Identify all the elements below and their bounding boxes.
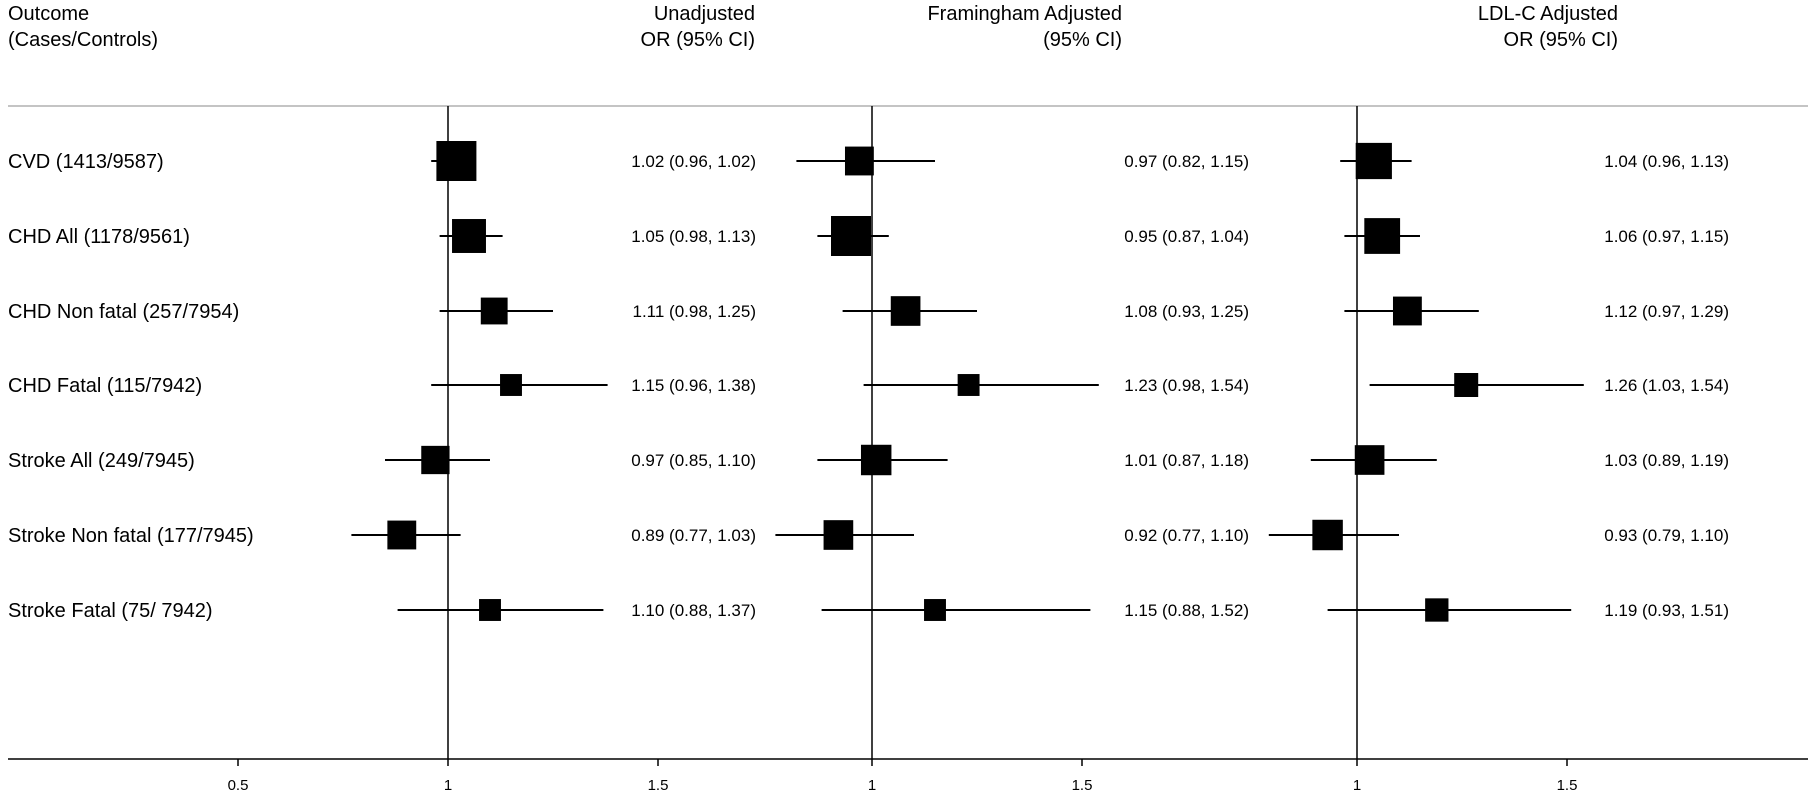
or-ci-label: 1.05 (0.98, 1.13) <box>631 227 756 246</box>
or-ci-label: 1.06 (0.97, 1.15) <box>1604 227 1729 246</box>
or-ci-label: 1.15 (0.88, 1.52) <box>1124 601 1249 620</box>
panel-header-line2: (95% CI) <box>1043 29 1122 51</box>
or-marker <box>1354 445 1385 475</box>
or-marker <box>860 444 892 476</box>
x-tick-label: 1.5 <box>648 777 669 794</box>
outcome-header-line2: (Cases/Controls) <box>8 29 158 51</box>
or-ci-label: 1.01 (0.87, 1.18) <box>1124 451 1249 470</box>
or-marker <box>480 297 508 325</box>
or-marker <box>844 146 874 176</box>
or-ci-label: 1.15 (0.96, 1.38) <box>631 376 756 395</box>
outcome-label: Stroke All (249/7945) <box>8 450 195 472</box>
x-tick-label: 1 <box>868 777 876 794</box>
or-ci-label: 0.89 (0.77, 1.03) <box>631 526 756 545</box>
or-marker <box>387 520 417 550</box>
or-marker <box>421 445 450 475</box>
or-ci-label: 1.04 (0.96, 1.13) <box>1604 152 1729 171</box>
or-ci-label: 1.10 (0.88, 1.37) <box>631 601 756 620</box>
panel-header-line1: Unadjusted <box>654 3 755 25</box>
or-ci-label: 1.23 (0.98, 1.54) <box>1124 376 1249 395</box>
x-tick-label: 0.5 <box>228 777 249 794</box>
or-ci-label: 0.92 (0.77, 1.10) <box>1124 526 1249 545</box>
or-marker <box>823 520 854 550</box>
or-ci-label: 0.93 (0.79, 1.10) <box>1604 526 1729 545</box>
panel-1: Unadjusted OR (95% CI) 0.5 1 1.5 1.02 (0.96, … <box>228 3 756 794</box>
or-ci-label: 0.95 (0.87, 1.04) <box>1124 227 1249 246</box>
header: Outcome (Cases/Controls) <box>8 3 158 51</box>
or-marker <box>479 599 501 621</box>
panel-2: Framingham Adjusted (95% CI) 1 1.5 0.97 (0.8… <box>775 3 1249 794</box>
x-tick-label: 1.5 <box>1557 777 1578 794</box>
or-marker <box>452 219 486 253</box>
outcome-labels: CVD (1413/9587) CHD All (1178/9561) CHD No… <box>8 151 254 622</box>
or-ci-label: 1.03 (0.89, 1.19) <box>1604 451 1729 470</box>
or-ci-label: 1.12 (0.97, 1.29) <box>1604 302 1729 321</box>
or-ci-label: 1.08 (0.93, 1.25) <box>1124 302 1249 321</box>
or-ci-label: 1.02 (0.96, 1.02) <box>631 152 756 171</box>
or-marker <box>1425 598 1449 622</box>
or-marker <box>1454 373 1479 397</box>
outcome-label: CHD Non fatal (257/7954) <box>8 301 239 323</box>
or-marker <box>1355 142 1392 180</box>
or-marker <box>890 296 921 326</box>
x-tick-label: 1.5 <box>1072 777 1093 794</box>
or-ci-label: 0.97 (0.85, 1.10) <box>631 451 756 470</box>
panels: Unadjusted OR (95% CI) 0.5 1 1.5 1.02 (0.96, … <box>228 3 1729 794</box>
or-marker <box>500 374 522 396</box>
panel-header-line2: OR (95% CI) <box>1504 29 1618 51</box>
panel-3: LDL-C Adjusted OR (95% CI) 1 1.5 1.04 (0.96,… <box>1268 3 1729 794</box>
outcome-label: Stroke Fatal (75/ 7942) <box>8 600 213 622</box>
outcome-label: Stroke Non fatal (177/7945) <box>8 525 254 547</box>
or-marker <box>1364 218 1401 254</box>
or-marker <box>1312 519 1343 551</box>
or-marker <box>1392 296 1422 326</box>
or-marker <box>436 141 477 181</box>
x-tick-label: 1 <box>444 777 452 794</box>
or-ci-label: 0.97 (0.82, 1.15) <box>1124 152 1249 171</box>
panel-header-line1: Framingham Adjusted <box>927 3 1122 25</box>
or-marker <box>924 599 946 621</box>
outcome-label: CHD All (1178/9561) <box>8 226 190 248</box>
or-ci-label: 1.26 (1.03, 1.54) <box>1604 376 1729 395</box>
or-marker <box>957 374 980 396</box>
x-tick-label: 1 <box>1353 777 1361 794</box>
panel-header-line2: OR (95% CI) <box>641 29 755 51</box>
or-marker <box>831 216 871 256</box>
outcome-label: CHD Fatal (115/7942) <box>8 375 202 397</box>
or-ci-label: 1.19 (0.93, 1.51) <box>1604 601 1729 620</box>
outcome-label: CVD (1413/9587) <box>8 151 164 173</box>
outcome-header-line1: Outcome <box>8 3 89 25</box>
or-ci-label: 1.11 (0.98, 1.25) <box>633 302 757 321</box>
panel-header-line1: LDL-C Adjusted <box>1478 3 1618 25</box>
